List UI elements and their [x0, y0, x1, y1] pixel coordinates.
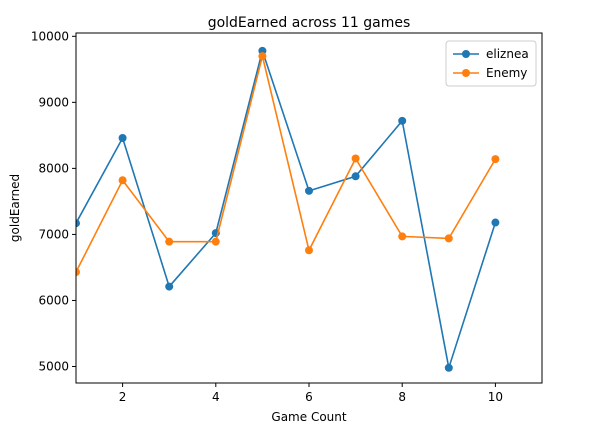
data-point	[76, 219, 80, 228]
chart-title: goldEarned across 11 games	[208, 15, 411, 31]
data-point	[491, 218, 500, 227]
legend-item: eliznea	[453, 47, 529, 61]
data-point	[351, 154, 360, 163]
x-tick-label: 2	[119, 390, 127, 404]
y-tick-label: 10000	[31, 29, 69, 43]
data-point	[118, 176, 127, 185]
y-tick-label: 7000	[38, 227, 69, 241]
x-axis-ticks: 2 4 6 8 10	[119, 383, 503, 404]
legend-label: Enemy	[486, 66, 527, 80]
legend-item: Enemy	[453, 66, 527, 80]
x-tick-label: 4	[212, 390, 220, 404]
data-point	[305, 246, 313, 255]
y-tick-label: 9000	[38, 95, 69, 109]
data-point	[444, 234, 453, 243]
x-tick-label: 8	[398, 390, 406, 404]
legend-label: eliznea	[486, 47, 529, 61]
data-point	[165, 282, 174, 291]
series-enemy	[76, 52, 500, 277]
x-tick-label: 10	[488, 390, 503, 404]
data-point	[165, 237, 174, 246]
x-tick-label: 6	[305, 390, 313, 404]
data-point	[118, 134, 127, 142]
legend: eliznea Enemy	[445, 40, 537, 87]
data-point	[398, 116, 407, 125]
y-tick-label: 5000	[38, 359, 69, 373]
x-axis-label: Game Count	[271, 410, 346, 424]
data-point	[491, 155, 500, 164]
legend-marker	[462, 50, 470, 58]
data-point	[398, 232, 407, 241]
legend-marker	[462, 69, 470, 77]
data-point	[305, 186, 313, 195]
y-tick-label: 8000	[38, 161, 69, 175]
data-point	[258, 52, 267, 61]
series-line	[76, 47, 497, 369]
data-point	[444, 363, 453, 372]
data-point	[211, 237, 220, 246]
y-tick-label: 6000	[38, 293, 69, 307]
data-point	[76, 268, 80, 277]
data-point	[351, 172, 360, 181]
y-axis-label: goldEarned	[8, 174, 22, 242]
series-layer	[76, 46, 500, 372]
series-line	[76, 55, 497, 273]
y-axis-ticks: 5000 6000 7000 8000 9000 10000	[31, 29, 76, 373]
series-eliznea	[76, 46, 500, 372]
